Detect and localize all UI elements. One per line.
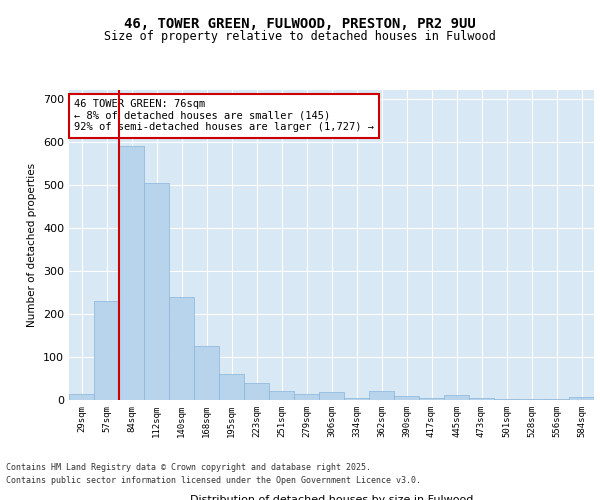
Bar bbox=[194, 346, 219, 400]
Text: Contains public sector information licensed under the Open Government Licence v3: Contains public sector information licen… bbox=[6, 476, 421, 485]
Bar bbox=[419, 398, 444, 400]
Bar bbox=[169, 296, 194, 400]
Bar bbox=[294, 394, 319, 400]
Bar bbox=[319, 392, 344, 400]
Bar bbox=[344, 398, 369, 400]
Bar bbox=[94, 301, 119, 400]
Bar bbox=[394, 396, 419, 400]
Bar bbox=[369, 392, 394, 400]
Bar bbox=[469, 398, 494, 400]
Text: 46 TOWER GREEN: 76sqm
← 8% of detached houses are smaller (145)
92% of semi-deta: 46 TOWER GREEN: 76sqm ← 8% of detached h… bbox=[74, 100, 374, 132]
Bar bbox=[269, 390, 294, 400]
Bar bbox=[569, 397, 594, 400]
Bar bbox=[144, 182, 169, 400]
X-axis label: Distribution of detached houses by size in Fulwood: Distribution of detached houses by size … bbox=[190, 496, 473, 500]
Bar bbox=[544, 398, 569, 400]
Bar bbox=[119, 146, 144, 400]
Text: 46, TOWER GREEN, FULWOOD, PRESTON, PR2 9UU: 46, TOWER GREEN, FULWOOD, PRESTON, PR2 9… bbox=[124, 18, 476, 32]
Bar bbox=[444, 395, 469, 400]
Text: Contains HM Land Registry data © Crown copyright and database right 2025.: Contains HM Land Registry data © Crown c… bbox=[6, 462, 371, 471]
Text: Size of property relative to detached houses in Fulwood: Size of property relative to detached ho… bbox=[104, 30, 496, 43]
Bar bbox=[219, 374, 244, 400]
Bar bbox=[69, 394, 94, 400]
Y-axis label: Number of detached properties: Number of detached properties bbox=[28, 163, 37, 327]
Bar bbox=[494, 398, 519, 400]
Bar bbox=[519, 398, 544, 400]
Bar bbox=[244, 383, 269, 400]
